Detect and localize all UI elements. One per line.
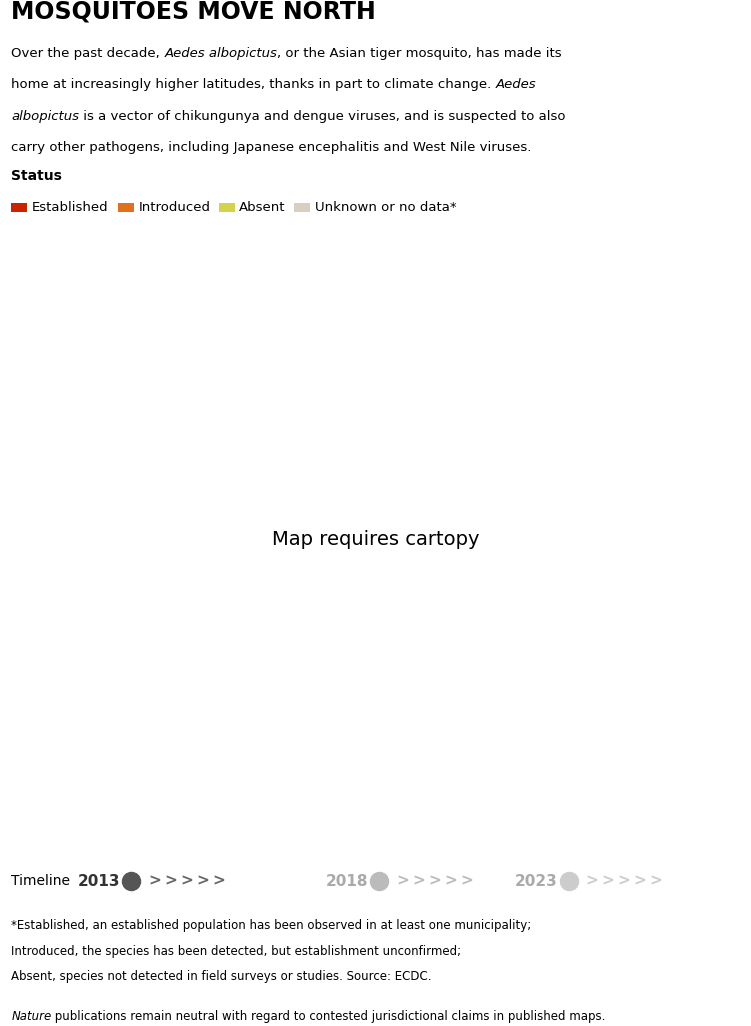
- Text: Over the past decade,: Over the past decade,: [11, 47, 164, 61]
- Text: Aedes albopictus: Aedes albopictus: [164, 47, 277, 61]
- Text: >: >: [396, 874, 409, 889]
- Text: 2023: 2023: [515, 874, 557, 889]
- Text: >: >: [148, 874, 161, 889]
- Text: >: >: [617, 874, 630, 889]
- Text: , or the Asian tiger mosquito, has made its: , or the Asian tiger mosquito, has made …: [277, 47, 562, 61]
- Text: >: >: [412, 874, 424, 889]
- Text: Aedes: Aedes: [496, 79, 536, 91]
- Text: 2018: 2018: [326, 874, 368, 889]
- Text: Nature: Nature: [11, 1010, 52, 1023]
- Text: Status: Status: [11, 168, 62, 183]
- Text: Absent, species not detected in field surveys or studies. Source: ECDC.: Absent, species not detected in field su…: [11, 971, 432, 983]
- Text: albopictus: albopictus: [11, 110, 80, 123]
- Text: >: >: [602, 874, 614, 889]
- Text: >: >: [213, 874, 225, 889]
- Text: is a vector of chikungunya and dengue viruses, and is suspected to also: is a vector of chikungunya and dengue vi…: [80, 110, 566, 123]
- Text: >: >: [633, 874, 646, 889]
- Text: >: >: [196, 874, 209, 889]
- Text: Absent: Absent: [239, 201, 285, 214]
- Text: >: >: [460, 874, 472, 889]
- Text: Timeline: Timeline: [11, 874, 71, 889]
- Text: >: >: [444, 874, 457, 889]
- Text: home at increasingly higher latitudes, thanks in part to climate change.: home at increasingly higher latitudes, t…: [11, 79, 496, 91]
- Text: 2013: 2013: [78, 874, 120, 889]
- Bar: [294, 203, 310, 212]
- Text: *Established, an established population has been observed in at least one munici: *Established, an established population …: [11, 919, 532, 933]
- Text: >: >: [164, 874, 177, 889]
- Text: >: >: [650, 874, 662, 889]
- Text: Map requires cartopy: Map requires cartopy: [272, 529, 479, 549]
- Text: >: >: [585, 874, 598, 889]
- Text: Unknown or no data*: Unknown or no data*: [315, 201, 457, 214]
- Text: Introduced, the species has been detected, but establishment unconfirmed;: Introduced, the species has been detecte…: [11, 945, 461, 958]
- Text: >: >: [428, 874, 441, 889]
- Bar: [11, 203, 27, 212]
- Text: Established: Established: [32, 201, 108, 214]
- Text: publications remain neutral with regard to contested jurisdictional claims in pu: publications remain neutral with regard …: [50, 1010, 605, 1023]
- Text: carry other pathogens, including Japanese encephalitis and West Nile viruses.: carry other pathogens, including Japanes…: [11, 141, 532, 154]
- Bar: [118, 203, 134, 212]
- Text: >: >: [180, 874, 193, 889]
- Text: Introduced: Introduced: [138, 201, 210, 214]
- Text: MOSQUITOES MOVE NORTH: MOSQUITOES MOVE NORTH: [11, 0, 376, 24]
- Bar: [219, 203, 234, 212]
